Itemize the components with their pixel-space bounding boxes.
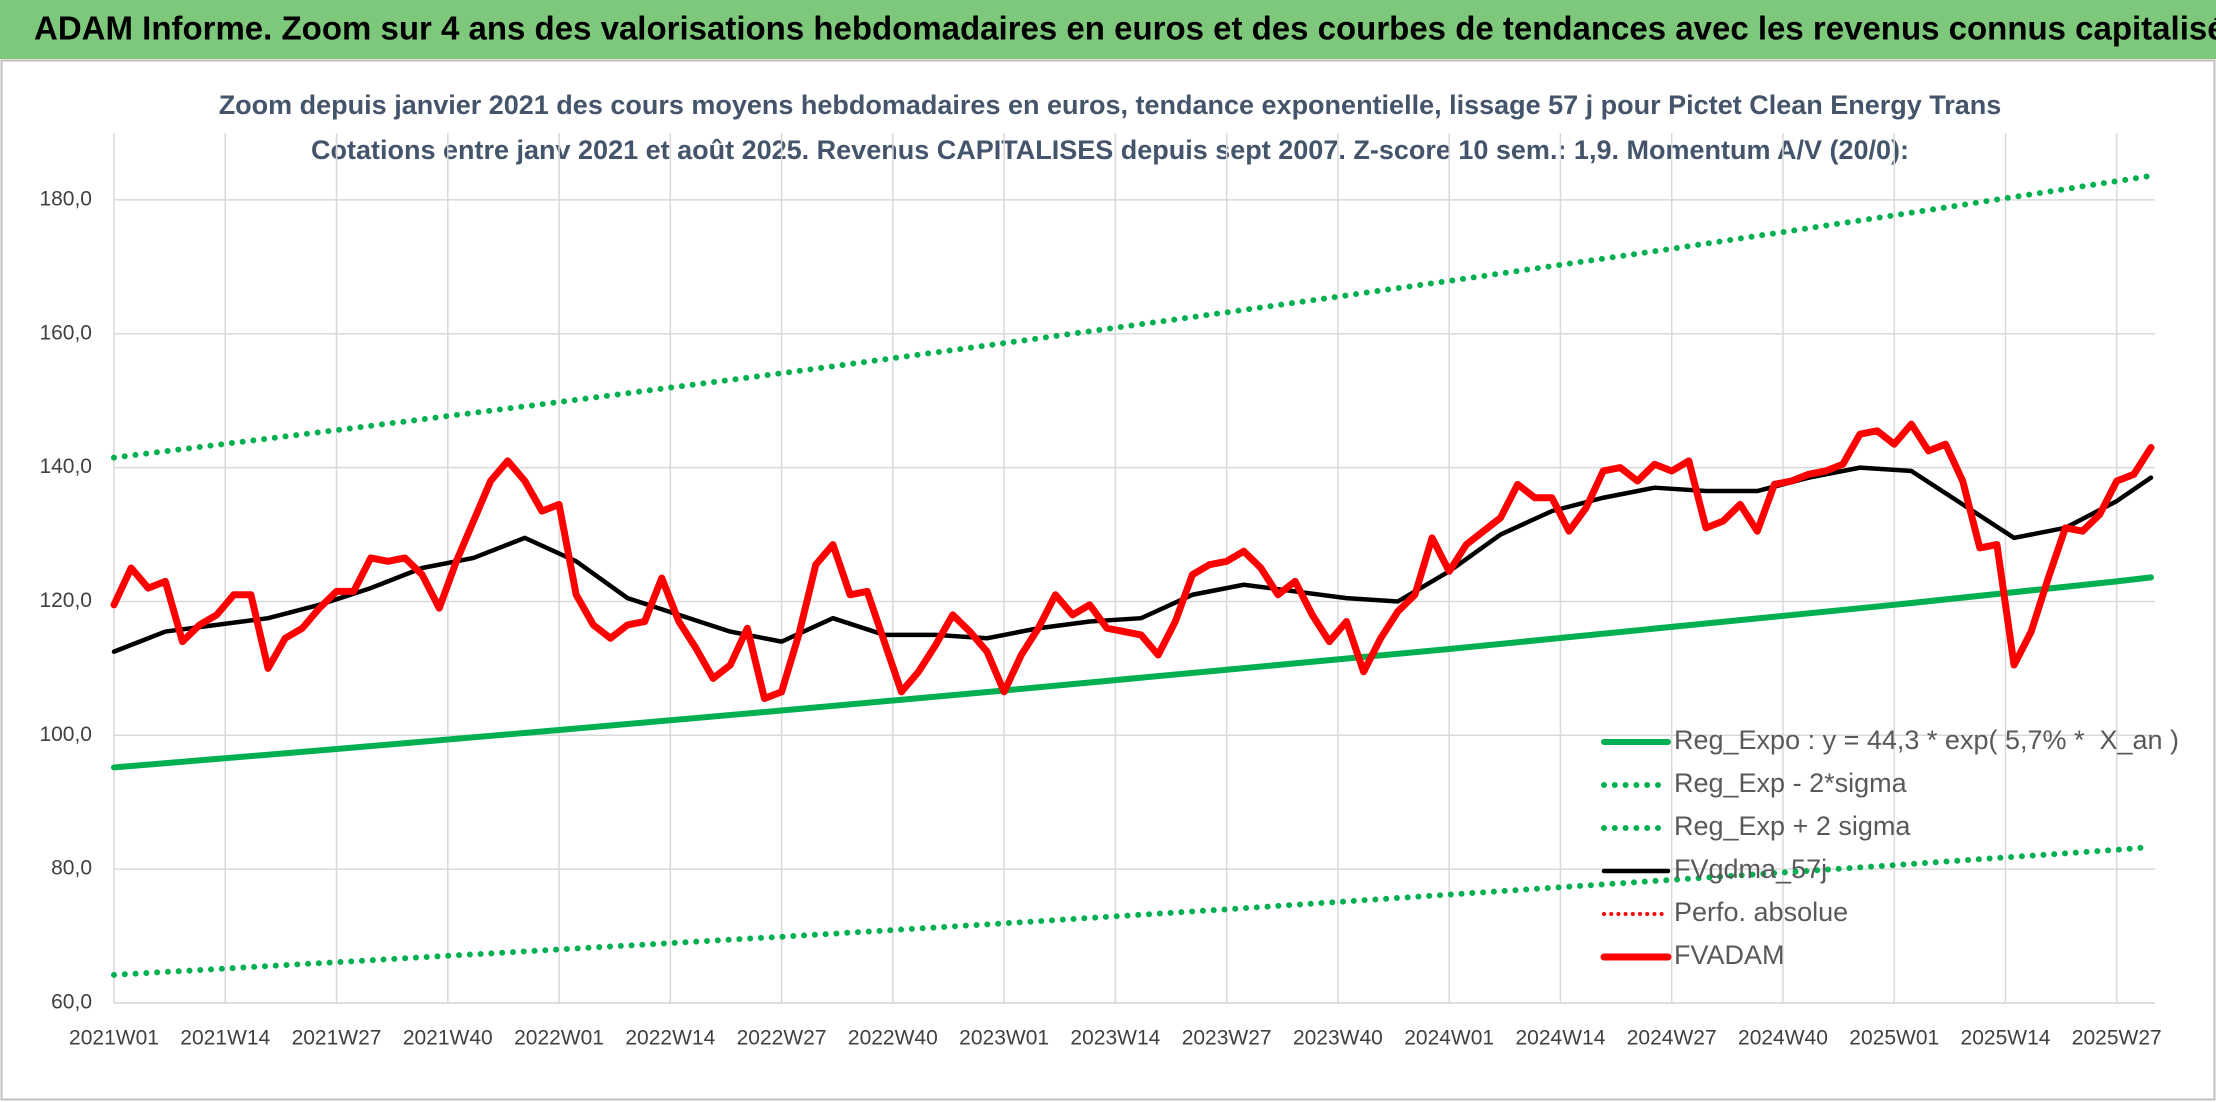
x-tick-label: 2023W40 — [1293, 1027, 1383, 1050]
x-tick-label: 2024W14 — [1515, 1027, 1605, 1050]
x-tick-label: 2021W27 — [292, 1027, 382, 1050]
y-tick-label: 120,0 — [39, 589, 92, 612]
x-tick-label: 2021W40 — [403, 1027, 493, 1050]
x-tick-label: 2024W27 — [1627, 1027, 1717, 1050]
series-line — [111, 844, 2154, 978]
legend: Reg_Expo : y = 44,3 * exp( 5,7% * X_an )… — [1600, 725, 2179, 970]
x-tick-label: 2025W27 — [2072, 1027, 2162, 1050]
chart-subtitle: Cotations entre janv 2021 et août 2025. … — [311, 135, 1909, 165]
x-tick-label: 2025W14 — [1961, 1027, 2051, 1050]
x-tick-label: 2025W01 — [1849, 1027, 1939, 1050]
x-tick-label: 2022W14 — [625, 1027, 715, 1050]
x-tick-label: 2022W40 — [848, 1027, 938, 1050]
banner-title: ADAM Informe. Zoom sur 4 ans des valoris… — [34, 10, 2216, 47]
x-tick-label: 2023W01 — [959, 1027, 1049, 1050]
x-tick-label: 2022W27 — [737, 1027, 827, 1050]
x-tick-label: 2023W27 — [1182, 1027, 1272, 1050]
x-tick-label: 2021W01 — [69, 1027, 159, 1050]
y-tick-label: 180,0 — [39, 187, 92, 210]
y-tick-label: 60,0 — [51, 991, 92, 1014]
plot-lines — [110, 172, 2155, 978]
legend-label: Perfo. absolue — [1674, 897, 1848, 927]
legend-label: FVADAM — [1674, 940, 1785, 970]
chart-frame — [0, 59, 2216, 1101]
y-tick-label: 140,0 — [39, 455, 92, 478]
x-tick-label: 2023W14 — [1070, 1027, 1160, 1050]
legend-label: Reg_Expo : y = 44,3 * exp( 5,7% * X_an ) — [1674, 725, 2179, 755]
series-line — [111, 172, 2154, 461]
y-tick-label: 100,0 — [39, 723, 92, 746]
grid: 60,0 80,0 100,0 120,0 140,0 160,0 180,0 2021W01… — [39, 133, 2162, 1050]
legend-label: Reg_Exp + 2 sigma — [1674, 811, 1911, 841]
y-tick-label: 160,0 — [39, 321, 92, 344]
legend-label: Reg_Exp - 2*sigma — [1674, 768, 1908, 798]
chart-subtitle: Zoom depuis janvier 2021 des cours moyen… — [219, 90, 2002, 120]
legend-label: FVgdma_57j — [1674, 854, 1827, 884]
banner — [0, 0, 2216, 59]
x-tick-label: 2024W40 — [1738, 1027, 1828, 1050]
y-tick-label: 80,0 — [51, 857, 92, 880]
series-line — [111, 574, 2154, 771]
x-tick-label: 2021W14 — [180, 1027, 270, 1050]
series-line — [110, 420, 2155, 702]
x-tick-label: 2024W01 — [1404, 1027, 1494, 1050]
x-tick-label: 2022W01 — [514, 1027, 604, 1050]
